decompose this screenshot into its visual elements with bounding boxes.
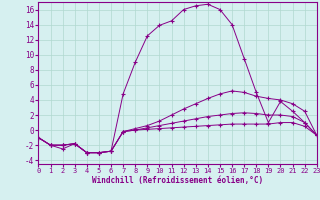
X-axis label: Windchill (Refroidissement éolien,°C): Windchill (Refroidissement éolien,°C) xyxy=(92,176,263,185)
